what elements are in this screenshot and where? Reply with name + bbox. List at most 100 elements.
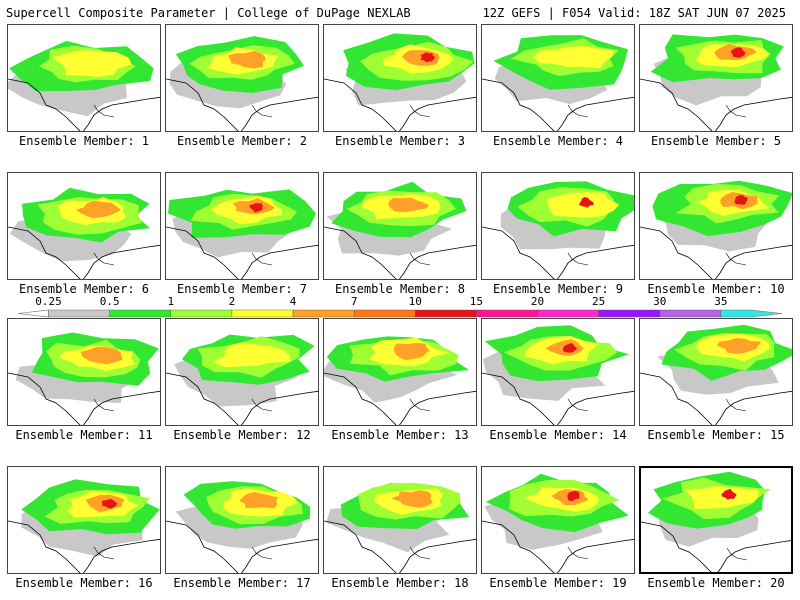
state-border	[725, 104, 747, 118]
coastline-border	[324, 226, 476, 279]
coastline-border	[482, 226, 634, 279]
ensemble-member-label: Ensemble Member: 14	[489, 428, 627, 442]
scp-field-map	[482, 35, 634, 131]
colorbar-tick-label: 0.25	[35, 295, 62, 308]
ensemble-member-label: Ensemble Member: 20	[647, 576, 785, 590]
coastline-border	[640, 372, 792, 425]
coastline-border	[324, 520, 476, 573]
scp-field-map	[640, 34, 792, 131]
ensemble-member-map-13[interactable]	[323, 318, 477, 426]
state-border	[725, 398, 747, 412]
colorbar-segment	[598, 309, 660, 318]
color-scale-bar	[17, 309, 783, 318]
ensemble-member-label: Ensemble Member: 7	[176, 282, 308, 296]
scp-contour-red	[420, 52, 436, 63]
ensemble-member-map-4[interactable]	[481, 24, 635, 132]
scp-field-map	[8, 40, 160, 131]
scp-contour-red	[734, 195, 748, 205]
colorbar-segment	[476, 309, 538, 318]
ensemble-member-label: Ensemble Member: 5	[650, 134, 782, 148]
state-border	[726, 547, 748, 561]
ensemble-member-map-9[interactable]	[481, 172, 635, 280]
ensemble-member-map-6[interactable]	[7, 172, 161, 280]
ensemble-member-label: Ensemble Member: 16	[15, 576, 153, 590]
ensemble-member-map-5[interactable]	[639, 24, 793, 132]
ensemble-member-map-20[interactable]	[639, 466, 793, 574]
scp-field-map	[8, 332, 160, 425]
state-border	[409, 104, 431, 118]
ensemble-member-map-11[interactable]	[7, 318, 161, 426]
coastline-border	[166, 372, 318, 425]
ensemble-member-map-16[interactable]	[7, 466, 161, 574]
state-border	[409, 252, 431, 266]
scp-field-map	[166, 481, 318, 573]
state-border	[567, 398, 589, 412]
ensemble-member-map-14[interactable]	[481, 318, 635, 426]
ensemble-member-map-17[interactable]	[165, 466, 319, 574]
ensemble-member-map-10[interactable]	[639, 172, 793, 280]
map-title: Supercell Composite Parameter | College …	[6, 6, 411, 20]
ensemble-member-map-15[interactable]	[639, 318, 793, 426]
ensemble-member-map-8[interactable]	[323, 172, 477, 280]
ensemble-member-map-7[interactable]	[165, 172, 319, 280]
scp-field-map	[166, 36, 318, 131]
state-border	[409, 398, 431, 412]
colorbar-tick-label: 0.5	[99, 295, 120, 308]
ensemble-member-map-3[interactable]	[323, 24, 477, 132]
coastline-border	[166, 520, 318, 573]
ensemble-member-label: Ensemble Member: 15	[647, 428, 785, 442]
state-border	[251, 398, 273, 412]
ensemble-member-map-12[interactable]	[165, 318, 319, 426]
ensemble-member-map-1[interactable]	[7, 24, 161, 132]
state-border	[251, 252, 273, 266]
scp-field-map	[8, 479, 160, 573]
state-border	[93, 252, 115, 266]
coastline-border	[8, 520, 160, 573]
scp-field-map	[8, 187, 160, 279]
scp-field-map	[166, 189, 318, 279]
state-border	[567, 252, 589, 266]
scp-contour-orange	[394, 343, 430, 361]
ensemble-member-label: Ensemble Member: 1	[18, 134, 150, 148]
scp-field-map	[324, 483, 476, 573]
colorbar-segment	[353, 309, 416, 318]
colorbar-segment	[231, 309, 294, 318]
coastline-border	[482, 78, 634, 131]
coastline-border	[324, 372, 476, 425]
scp-field-map	[324, 336, 476, 425]
scp-contour-orange	[717, 338, 762, 354]
state-border	[251, 546, 273, 560]
scp-field-map	[482, 181, 634, 279]
scp-contour-yellow	[52, 50, 132, 77]
scp-contour-orange	[75, 200, 121, 219]
colorbar-tick-label: 4	[289, 295, 297, 308]
ensemble-member-map-18[interactable]	[323, 466, 477, 574]
ensemble-member-label: Ensemble Member: 3	[334, 134, 466, 148]
ensemble-member-map-2[interactable]	[165, 24, 319, 132]
state-border	[93, 398, 115, 412]
colorbar-min-arrow	[17, 309, 49, 318]
scp-field-map	[324, 181, 476, 279]
colorbar-tick-label: 35	[714, 295, 728, 308]
coastline-border	[482, 372, 634, 425]
ensemble-member-map-19[interactable]	[481, 466, 635, 574]
scp-contour-red	[721, 488, 737, 500]
coastline-border	[166, 78, 318, 131]
colorbar-tick-label: 20	[530, 295, 545, 308]
scp-contour-orange	[80, 346, 123, 365]
state-border	[725, 252, 747, 266]
coastline-border	[8, 226, 160, 279]
scp-contour-yellow	[213, 342, 291, 368]
scp-field-map	[324, 33, 476, 131]
coastline-border	[640, 226, 792, 279]
coastline-border	[482, 520, 634, 573]
model-valid-time: 12Z GEFS | F054 Valid: 18Z SAT JUN 07 20…	[482, 6, 786, 20]
colorbar-tick-label: 10	[408, 295, 422, 308]
ensemble-member-label: Ensemble Member: 13	[331, 428, 469, 442]
colorbar-tick-label: 30	[653, 295, 667, 308]
ensemble-member-label: Ensemble Member: 17	[173, 576, 311, 590]
state-border	[93, 104, 115, 118]
colorbar-segment	[48, 309, 110, 318]
colorbar-segment	[659, 309, 722, 318]
scp-contour-red	[101, 498, 118, 509]
